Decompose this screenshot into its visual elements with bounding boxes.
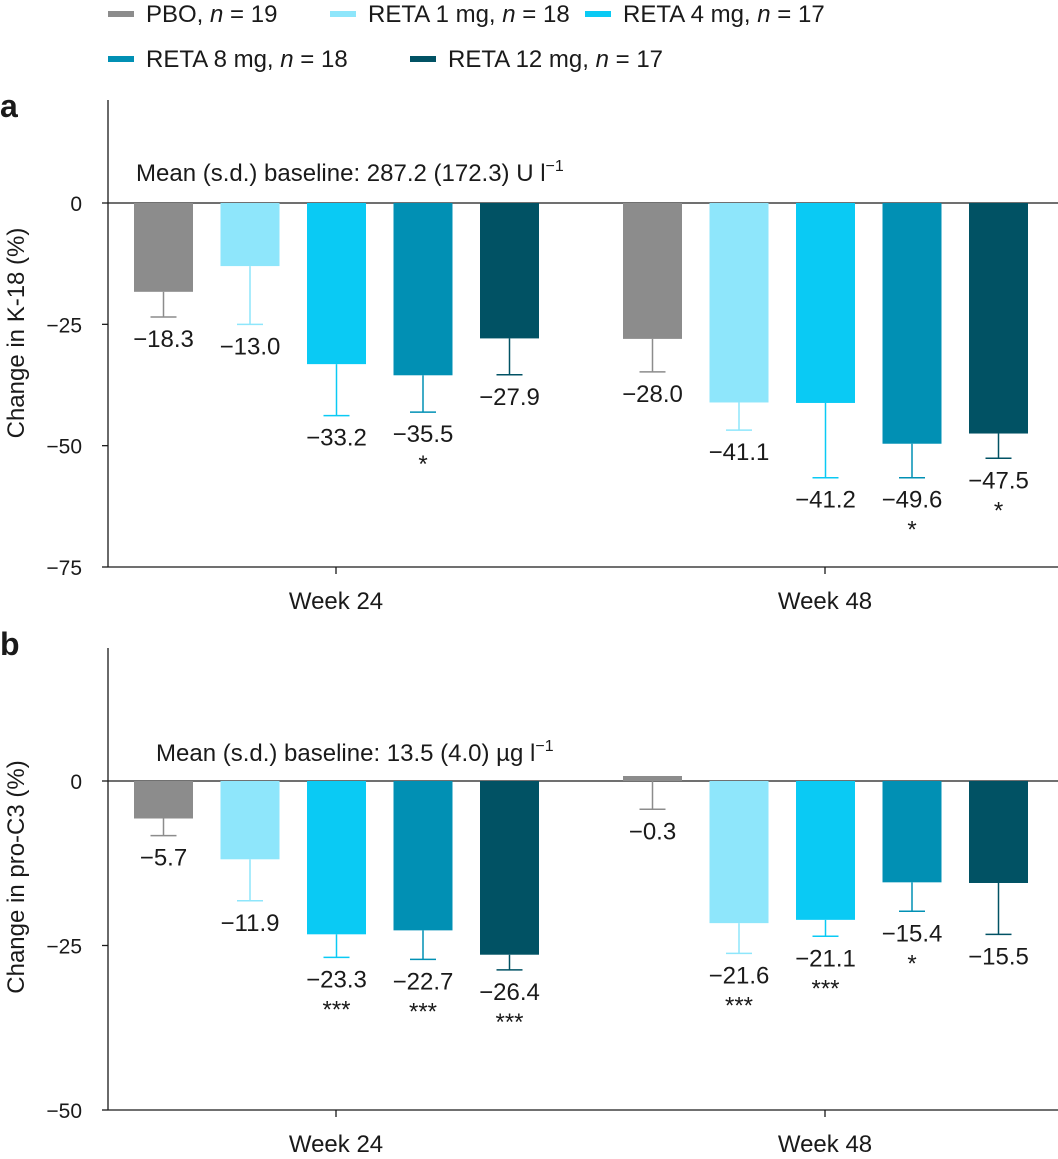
legend-label-text: RETA 12 mg,	[448, 46, 596, 73]
x-tick-label: Week 48	[778, 1131, 872, 1158]
bar	[220, 203, 280, 267]
bar	[882, 781, 942, 883]
data-label: −21.6	[709, 962, 770, 989]
data-label: −0.3	[629, 818, 676, 845]
significance-label: ***	[322, 996, 350, 1023]
y-axis-label: Change in pro-C3 (%)	[3, 760, 30, 993]
significance-label: *	[907, 950, 916, 977]
baseline-annotation-text: Mean (s.d.) baseline: 287.2 (172.3) U l	[136, 160, 546, 187]
data-label: −49.6	[882, 487, 943, 514]
bar	[480, 781, 539, 955]
data-label: −41.2	[795, 487, 856, 514]
legend: PBO, n = 19 RETA 1 mg, n = 18 RETA 4 mg, n…	[108, 1, 825, 73]
y-tick-label: −75	[46, 557, 82, 580]
panel-a-letter: a	[0, 88, 18, 124]
legend-label-text: PBO,	[146, 1, 210, 28]
y-tick-label: −25	[46, 936, 82, 959]
legend-label-text: RETA 4 mg,	[623, 1, 757, 28]
bar	[393, 203, 453, 376]
significance-label: ***	[725, 992, 753, 1019]
legend-label-text: RETA 1 mg,	[368, 1, 502, 28]
legend-label-n: n	[210, 1, 223, 28]
significance-label: ***	[409, 998, 437, 1025]
bar	[709, 781, 769, 924]
legend-label-text: RETA 8 mg,	[146, 46, 280, 73]
bar	[393, 781, 453, 931]
x-tick-label: Week 24	[289, 588, 383, 615]
legend-label-count: = 17	[609, 46, 663, 73]
data-label: −5.7	[140, 845, 187, 872]
bar	[480, 203, 539, 339]
significance-label: ***	[811, 975, 839, 1002]
data-label: −11.9	[221, 910, 280, 937]
data-label: −41.1	[709, 439, 770, 466]
legend-label-n: n	[502, 1, 515, 28]
bar	[307, 203, 366, 365]
legend-label-count: = 19	[223, 1, 277, 28]
y-tick-label: 0	[70, 193, 82, 216]
data-label: −35.5	[393, 421, 454, 448]
bar	[709, 203, 769, 403]
bar	[796, 781, 855, 920]
legend-label: PBO, n = 19	[146, 1, 277, 28]
y-tick-label: −25	[46, 314, 82, 337]
bar	[134, 203, 193, 292]
panel-a-chart: 0 −25 −50 −75 Change in K-18 (%) Week 24 Week …	[3, 100, 1058, 615]
significance-label: ***	[495, 1009, 523, 1036]
data-label: −33.2	[306, 425, 367, 452]
bar	[796, 203, 855, 403]
significance-label: *	[418, 451, 427, 478]
significance-label: *	[907, 517, 916, 544]
baseline-annotation-text: Mean (s.d.) baseline: 13.5 (4.0) µg l	[156, 740, 535, 767]
data-label: −15.5	[968, 943, 1029, 970]
panel-b-letter: b	[0, 626, 20, 662]
legend-label-n: n	[757, 1, 770, 28]
legend-label-count: = 18	[294, 46, 348, 73]
legend-label: RETA 12 mg, n = 17	[448, 46, 663, 73]
legend-label: RETA 8 mg, n = 18	[146, 46, 348, 73]
bar	[623, 776, 682, 781]
data-label: −26.4	[479, 979, 540, 1006]
x-tick-label: Week 48	[778, 588, 872, 615]
data-label: −23.3	[306, 966, 367, 993]
bar	[969, 203, 1028, 434]
y-tick-label: −50	[46, 436, 82, 459]
bar	[134, 781, 193, 819]
data-label: −13.0	[220, 333, 281, 360]
legend-label-n: n	[596, 46, 609, 73]
data-label: −22.7	[393, 968, 454, 995]
data-label: −15.4	[882, 920, 943, 947]
data-label: −47.5	[968, 467, 1029, 494]
data-label: −18.3	[133, 326, 194, 353]
significance-label: *	[994, 497, 1003, 524]
y-axis-label: Change in K-18 (%)	[3, 228, 30, 439]
x-tick-label: Week 24	[289, 1131, 383, 1158]
bar	[623, 203, 682, 339]
baseline-annotation: Mean (s.d.) baseline: 13.5 (4.0) µg l−1	[156, 738, 554, 767]
bar	[969, 781, 1028, 883]
data-label: −21.1	[795, 945, 856, 972]
panel-b-chart: 0 −25 −50 Change in pro-C3 (%) Week 24 Week 4…	[3, 648, 1058, 1158]
legend-label-count: = 17	[771, 1, 825, 28]
bar	[307, 781, 366, 935]
baseline-annotation-superscript: −1	[546, 158, 564, 175]
data-label: −27.9	[479, 384, 540, 411]
legend-label-count: = 18	[516, 1, 570, 28]
y-tick-label: −50	[46, 1100, 82, 1123]
legend-label-n: n	[280, 46, 293, 73]
baseline-annotation-superscript: −1	[535, 738, 553, 755]
bar	[220, 781, 280, 860]
legend-label: RETA 4 mg, n = 17	[623, 1, 825, 28]
baseline-annotation: Mean (s.d.) baseline: 287.2 (172.3) U l−…	[136, 158, 564, 187]
y-tick-label: 0	[70, 771, 82, 794]
bar	[882, 203, 942, 444]
legend-label: RETA 1 mg, n = 18	[368, 1, 570, 28]
data-label: −28.0	[622, 381, 683, 408]
